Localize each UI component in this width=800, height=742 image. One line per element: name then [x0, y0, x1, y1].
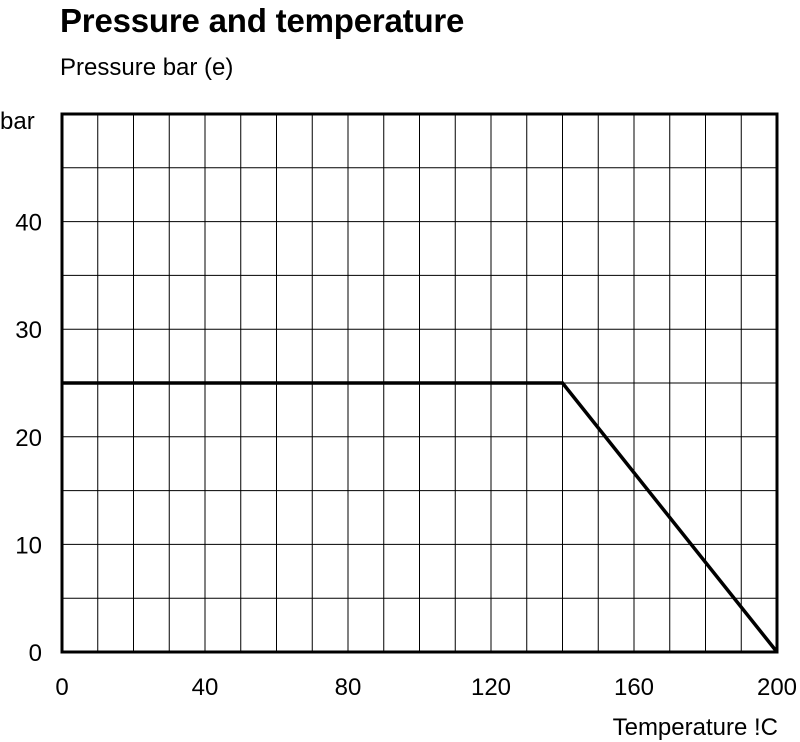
y-axis-label: bar — [0, 108, 35, 135]
y-tick-label-40: 40 — [15, 210, 42, 237]
series-line-0 — [62, 381, 779, 654]
y-tick-labels: 0 10 20 30 40 — [15, 210, 42, 667]
y-tick-label-0: 0 — [29, 640, 42, 667]
y-tick-label-10: 10 — [15, 532, 42, 559]
chart-title: Pressure and temperature — [60, 2, 465, 39]
x-tick-label-80: 80 — [335, 674, 362, 701]
x-tick-label-0: 0 — [55, 674, 68, 701]
series-layer — [62, 381, 779, 654]
x-tick-labels: 0 40 80 120 160 200 — [55, 674, 797, 701]
y-tick-label-20: 20 — [15, 425, 42, 452]
y-tick-label-30: 30 — [15, 317, 42, 344]
x-tick-label-200: 200 — [757, 674, 797, 701]
x-tick-label-160: 160 — [614, 674, 654, 701]
x-tick-label-120: 120 — [471, 674, 511, 701]
plot-frame — [60, 112, 779, 654]
x-axis-label: Temperature !C — [613, 714, 778, 741]
chart-subtitle: Pressure bar (e) — [60, 54, 234, 81]
x-tick-label-40: 40 — [192, 674, 219, 701]
